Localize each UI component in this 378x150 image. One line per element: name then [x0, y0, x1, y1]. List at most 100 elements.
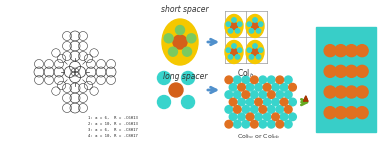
Circle shape	[246, 98, 254, 106]
Circle shape	[242, 120, 249, 128]
Circle shape	[253, 44, 257, 48]
Circle shape	[289, 113, 296, 121]
Circle shape	[285, 106, 292, 113]
Text: 1: a = 6,  R = -C6H13: 1: a = 6, R = -C6H13	[88, 116, 138, 120]
Ellipse shape	[246, 15, 264, 38]
Circle shape	[234, 106, 241, 113]
Circle shape	[251, 106, 258, 113]
Circle shape	[335, 65, 347, 77]
Circle shape	[183, 47, 192, 56]
Circle shape	[235, 55, 240, 59]
Circle shape	[356, 107, 368, 119]
Circle shape	[268, 120, 275, 128]
Circle shape	[259, 91, 266, 98]
Circle shape	[289, 98, 296, 106]
Circle shape	[169, 47, 177, 56]
Circle shape	[280, 83, 288, 91]
Circle shape	[251, 76, 258, 84]
Circle shape	[255, 83, 262, 91]
Ellipse shape	[225, 15, 243, 38]
Circle shape	[238, 113, 245, 121]
Circle shape	[263, 98, 271, 106]
Circle shape	[249, 29, 254, 33]
Circle shape	[345, 45, 358, 57]
Circle shape	[276, 120, 284, 128]
Circle shape	[276, 76, 284, 84]
Bar	[316, 27, 376, 132]
Circle shape	[242, 91, 249, 98]
Circle shape	[246, 83, 254, 91]
Circle shape	[253, 18, 257, 22]
Polygon shape	[304, 96, 308, 101]
Ellipse shape	[225, 40, 243, 63]
Text: short spacer: short spacer	[161, 5, 209, 14]
Circle shape	[226, 22, 231, 26]
Circle shape	[249, 55, 254, 59]
Ellipse shape	[162, 19, 198, 65]
Circle shape	[335, 45, 347, 57]
Circle shape	[238, 83, 245, 91]
Circle shape	[173, 35, 187, 49]
Text: Col$_{ho}$ or Col$_{ob}$: Col$_{ho}$ or Col$_{ob}$	[237, 132, 280, 141]
Text: Col$_h$: Col$_h$	[237, 68, 255, 81]
Circle shape	[356, 86, 368, 98]
Circle shape	[187, 34, 196, 43]
Circle shape	[276, 106, 284, 113]
Ellipse shape	[246, 40, 264, 63]
Circle shape	[242, 106, 249, 113]
Circle shape	[181, 96, 195, 108]
Circle shape	[285, 76, 292, 84]
Circle shape	[251, 91, 258, 98]
Circle shape	[232, 44, 236, 48]
Circle shape	[158, 96, 170, 108]
Circle shape	[228, 29, 233, 33]
Circle shape	[256, 29, 261, 33]
Circle shape	[324, 86, 336, 98]
Circle shape	[335, 107, 347, 119]
Circle shape	[268, 106, 275, 113]
Text: long spacer: long spacer	[163, 72, 207, 81]
Circle shape	[285, 120, 292, 128]
Circle shape	[247, 48, 251, 52]
Circle shape	[251, 22, 259, 30]
Circle shape	[272, 83, 279, 91]
Circle shape	[247, 22, 251, 26]
Circle shape	[259, 76, 266, 84]
Circle shape	[280, 98, 288, 106]
Circle shape	[251, 120, 258, 128]
Circle shape	[259, 48, 263, 52]
Circle shape	[345, 86, 358, 98]
Circle shape	[169, 83, 183, 97]
Circle shape	[229, 98, 237, 106]
Circle shape	[324, 45, 336, 57]
Circle shape	[268, 76, 275, 84]
Circle shape	[237, 22, 242, 26]
Circle shape	[229, 83, 237, 91]
Circle shape	[234, 120, 241, 128]
Circle shape	[234, 76, 241, 84]
Circle shape	[225, 106, 232, 113]
Circle shape	[345, 65, 358, 77]
Circle shape	[272, 98, 279, 106]
Circle shape	[175, 26, 184, 34]
Circle shape	[255, 98, 262, 106]
Circle shape	[181, 72, 195, 84]
Circle shape	[232, 18, 236, 22]
Circle shape	[263, 113, 271, 121]
Circle shape	[255, 113, 262, 121]
Circle shape	[289, 83, 296, 91]
Circle shape	[280, 113, 288, 121]
Circle shape	[356, 45, 368, 57]
Circle shape	[242, 76, 249, 84]
Circle shape	[256, 55, 261, 59]
Circle shape	[324, 65, 336, 77]
Circle shape	[285, 91, 292, 98]
Circle shape	[356, 65, 368, 77]
Text: 4: a = 10, R = -C8H17: 4: a = 10, R = -C8H17	[88, 134, 138, 138]
Circle shape	[259, 22, 263, 26]
Text: 3: a = 6,  R = -C8H17: 3: a = 6, R = -C8H17	[88, 128, 138, 132]
Circle shape	[229, 113, 237, 121]
Circle shape	[231, 48, 237, 56]
Circle shape	[231, 22, 237, 30]
Circle shape	[259, 120, 266, 128]
